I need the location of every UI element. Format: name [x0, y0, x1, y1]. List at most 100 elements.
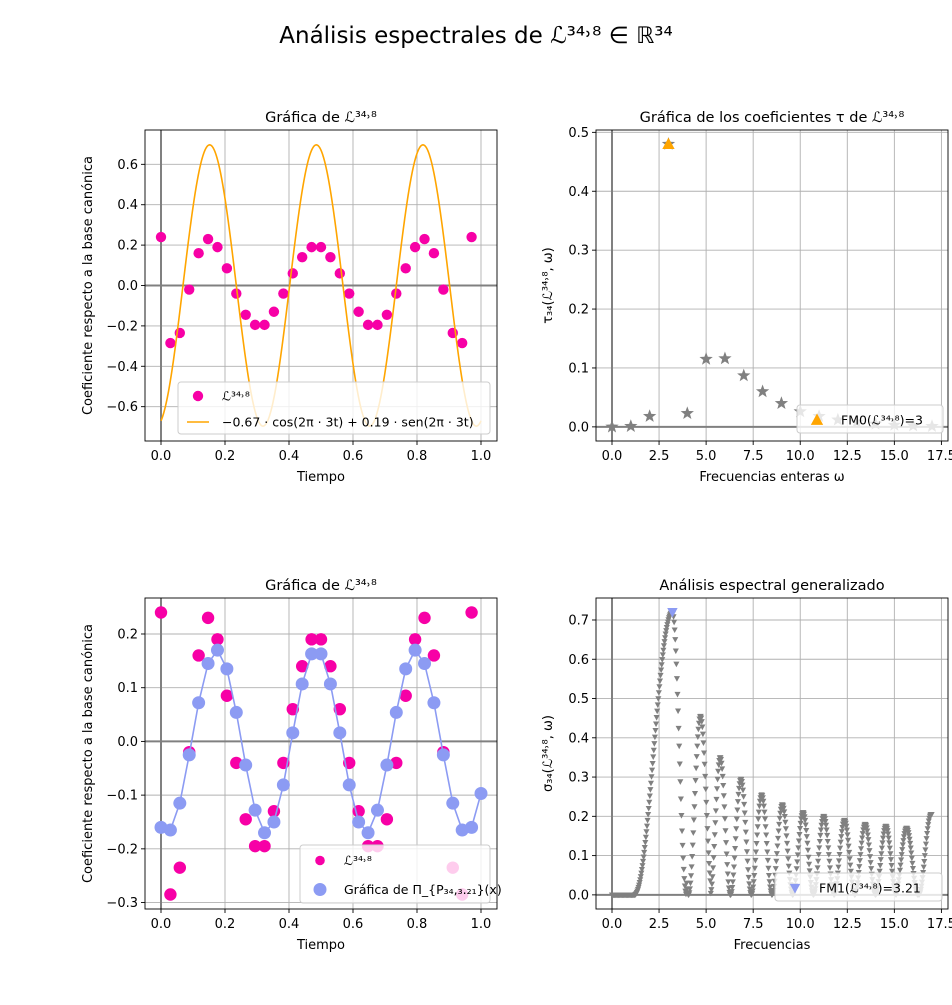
spectrum-point [728, 891, 735, 898]
spectrum-point [719, 766, 726, 773]
y-axis-label: Coeficiente respecto a la base canónica [81, 624, 96, 883]
spectrum-point [863, 825, 870, 832]
spectrum-point [815, 858, 822, 865]
spectrum-point [755, 816, 762, 823]
spectrum-point [815, 852, 822, 858]
data-point [344, 288, 355, 299]
spectrum-point [663, 628, 670, 634]
data-point [258, 839, 271, 853]
y-tick-label: 0.5 [568, 692, 589, 707]
spectrum-point [646, 793, 653, 800]
data-point [353, 306, 364, 317]
spectrum-point [761, 816, 769, 823]
axes-frame [144, 597, 498, 910]
spectrum-point [712, 808, 719, 814]
y-tick-label: 0.4 [568, 185, 589, 200]
max-frequency-marker [667, 608, 678, 618]
data-point [278, 288, 289, 299]
data-point [427, 649, 441, 662]
spectrum-point [644, 817, 651, 824]
spectrum-point [846, 849, 853, 856]
projection-point [267, 815, 281, 829]
y-tick-label: 0.2 [568, 303, 589, 318]
data-point [400, 263, 411, 274]
spectrum-point [901, 831, 908, 837]
legend-point-swatch [315, 855, 325, 866]
spectrum-point [663, 624, 670, 631]
spectrum-point [742, 829, 749, 836]
y-tick-label: 0.4 [117, 198, 138, 213]
spectrum-point [752, 849, 760, 856]
spectrum-point [765, 872, 773, 879]
spectrum-point [886, 845, 893, 852]
spectrum-point [826, 858, 833, 865]
spectrum-point [646, 799, 653, 806]
x-axis-label: Frecuencias [734, 938, 811, 953]
data-point [154, 606, 168, 619]
spectrum-point [700, 740, 707, 746]
y-tick-label: 0.2 [117, 627, 138, 642]
data-point [438, 284, 449, 295]
spectrum-point [687, 880, 694, 887]
spectrum-point [645, 805, 652, 812]
spectrum-point [777, 810, 784, 817]
spectrum-point [794, 859, 801, 866]
spectrum-point [688, 873, 695, 879]
spectrum-point [763, 840, 770, 847]
spectrum-point [762, 824, 769, 830]
spectrum-point [905, 833, 913, 839]
spectrum-point [717, 756, 725, 763]
spectrum-point [736, 785, 743, 792]
spectrum-point [746, 881, 753, 888]
spectrum-point [676, 743, 683, 750]
spectrum-point [679, 842, 686, 849]
spectrum-point [878, 851, 885, 857]
projection-point [408, 643, 422, 657]
spectrum-point [651, 734, 658, 741]
spectrum-point [752, 857, 759, 864]
spectrum-point [784, 840, 791, 847]
spectrum-point [909, 866, 917, 872]
spectrum-point [836, 851, 843, 858]
spectrum-point [928, 811, 935, 818]
spectrum-point [729, 879, 736, 885]
spectrum-point [701, 750, 708, 757]
axes-frame [595, 129, 949, 442]
spectrum-point [654, 702, 661, 709]
spectrum-point [702, 786, 709, 793]
spectrum-point [847, 868, 854, 875]
grid-lines [596, 598, 948, 909]
projection-point [380, 758, 394, 772]
spectrum-point [702, 773, 709, 780]
projection-point [361, 826, 375, 840]
chart-title: Gráfica de los coeficientes τ de ℒ³⁴˒⁸ [640, 110, 905, 126]
projection-point [220, 662, 234, 676]
data-point [465, 606, 478, 619]
spectrum-point [643, 829, 650, 835]
spectrum-point [765, 865, 772, 872]
y-tick-label: 0.3 [568, 771, 589, 786]
spectrum-point [754, 824, 761, 830]
spectrum-point [838, 834, 845, 840]
spectrum-point [692, 778, 699, 784]
spectrum-point [846, 856, 853, 862]
legend-triangle-swatch [810, 413, 824, 425]
y-tick-label: 0.2 [117, 239, 138, 254]
figure-suptitle: Análisis espectrales de ℒ³⁴˒⁸ ∈ ℝ³⁴ [279, 23, 672, 49]
spectrum-point [816, 845, 823, 851]
data-point [314, 633, 328, 646]
spectrum-point [688, 864, 695, 870]
x-tick-label: 0.8 [407, 917, 428, 932]
spectrum-point [885, 835, 892, 842]
spectrum-point [759, 795, 766, 801]
projection-point [248, 803, 262, 817]
legend-frame [299, 844, 491, 904]
projection-point [182, 748, 196, 762]
spectrum-point [732, 836, 739, 842]
spectrum-point [693, 765, 700, 772]
spectrum-point [658, 662, 665, 668]
max-frequency-marker [662, 137, 675, 150]
data-point [362, 319, 374, 331]
spectrum-point [856, 858, 863, 864]
spectrum-point [880, 831, 887, 838]
